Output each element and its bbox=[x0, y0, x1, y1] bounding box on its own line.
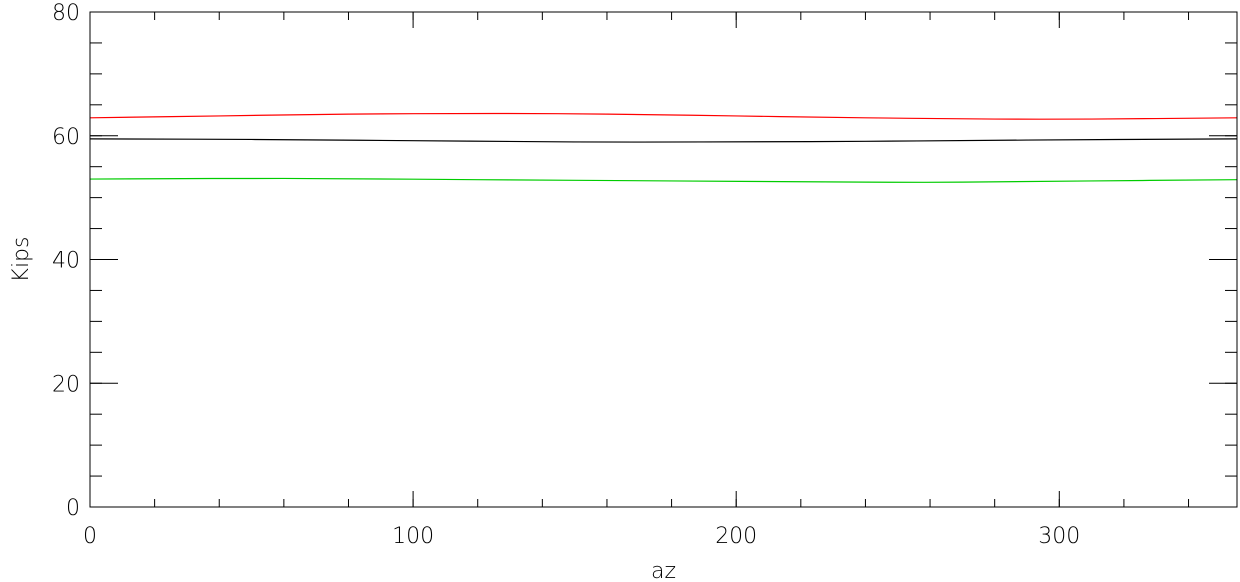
x-tick-label: 0 bbox=[83, 524, 97, 549]
series-line-1 bbox=[89, 112, 1238, 120]
minor-ticks bbox=[89, 11, 1237, 508]
y-tick-label: 40 bbox=[52, 249, 80, 274]
y-tick-label: 0 bbox=[66, 496, 80, 521]
x-tick-label: 100 bbox=[392, 524, 434, 549]
y-axis-label: Kips bbox=[9, 237, 34, 283]
x-tick-label: 300 bbox=[1038, 524, 1080, 549]
x-axis-label: az bbox=[651, 559, 676, 582]
plot-frame bbox=[89, 11, 1238, 508]
major-ticks bbox=[89, 11, 1237, 508]
y-tick-label: 20 bbox=[52, 372, 80, 397]
series-lines bbox=[89, 112, 1238, 183]
y-tick-label: 60 bbox=[52, 125, 80, 150]
tick-labels: 0 100 200 300 0 20 40 60 80 bbox=[52, 1, 1080, 549]
x-tick-label: 200 bbox=[715, 524, 757, 549]
series-line-2 bbox=[89, 138, 1238, 143]
series-line-3 bbox=[89, 177, 1238, 183]
y-tick-label: 80 bbox=[52, 1, 80, 26]
